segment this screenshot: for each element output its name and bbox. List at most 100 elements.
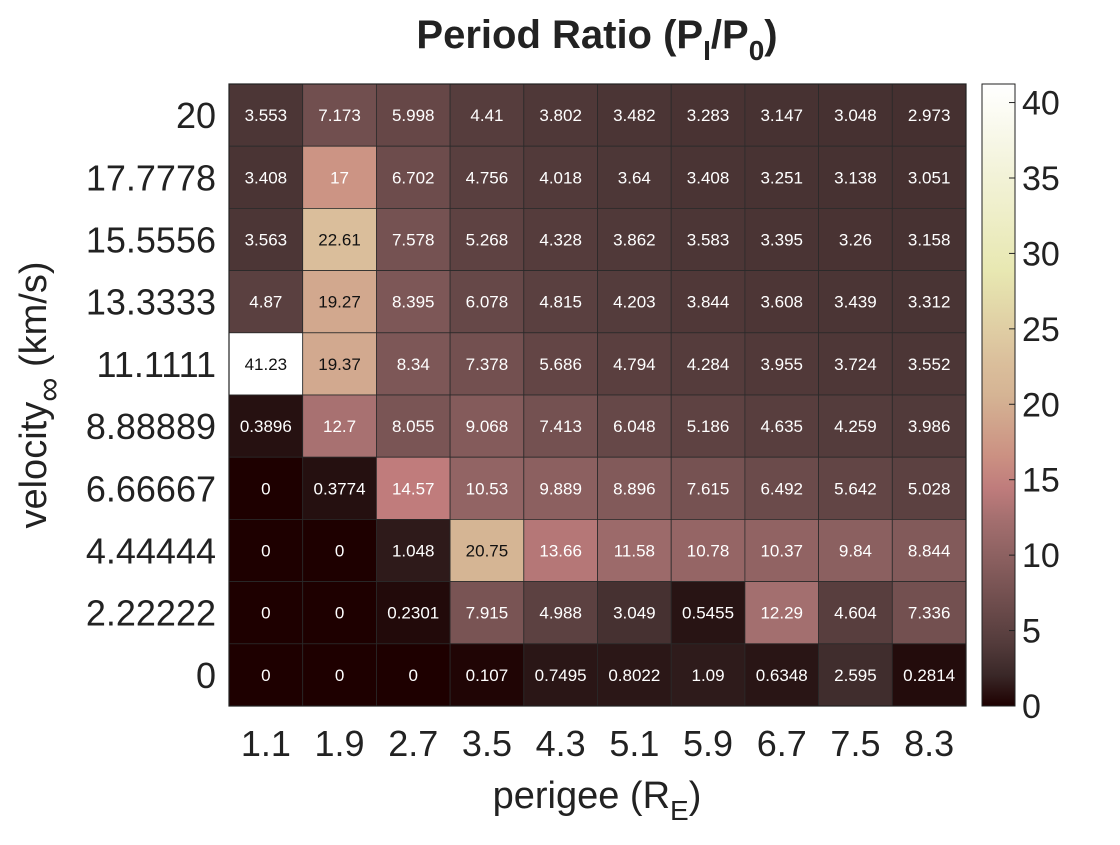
cell-label: 3.439 — [834, 293, 877, 312]
heatmap-cell — [597, 332, 672, 396]
plot-frame — [228, 83, 967, 707]
cell-label: 0.2301 — [387, 604, 439, 623]
cell-label: 4.203 — [613, 293, 656, 312]
y-tick-label: 8.88889 — [86, 406, 216, 447]
heatmap-cell — [302, 207, 377, 271]
heatmap-cell — [302, 332, 377, 396]
heatmap-cell — [449, 145, 525, 209]
cell-label: 3.408 — [687, 168, 730, 187]
x-tick-label: 1.9 — [315, 723, 365, 764]
cell-label: 7.378 — [466, 355, 509, 374]
cell-label: 10.53 — [466, 479, 509, 498]
heatmap-cell — [375, 394, 451, 458]
cell-label: 7.173 — [318, 106, 361, 125]
heatmap-cell — [744, 519, 820, 583]
heatmap-cell — [744, 456, 820, 520]
heatmap-cell — [818, 519, 893, 583]
cell-label: 3.138 — [834, 168, 877, 187]
cell-label: 5.028 — [908, 479, 951, 498]
cell-label: 0 — [261, 666, 270, 685]
colorbar-ticks: 0 5 10 15 20 25 30 35 40 — [1009, 85, 1060, 726]
cell-label: 9.068 — [466, 417, 509, 436]
cell-label: 4.328 — [539, 231, 582, 250]
heatmap-cell — [523, 83, 598, 147]
cell-label: 3.862 — [613, 231, 656, 250]
heatmap-cell — [670, 394, 746, 458]
colorbar-tick-label: 25 — [1022, 311, 1060, 349]
heatmap-cell — [744, 145, 820, 209]
heatmap-cell — [891, 145, 967, 209]
heatmap-cell — [375, 332, 451, 396]
heatmap-cell — [744, 83, 820, 147]
colorbar-tick-label: 15 — [1022, 462, 1060, 500]
cell-label: 4.018 — [539, 168, 582, 187]
cell-label: 3.724 — [834, 355, 877, 374]
cell-label: 0.7495 — [535, 666, 587, 685]
cell-label: 4.87 — [249, 293, 282, 312]
heatmap-cell — [891, 332, 967, 396]
heatmap-cell — [228, 207, 304, 271]
cell-label: 19.27 — [318, 293, 361, 312]
x-tick-label: 3.5 — [462, 723, 512, 764]
cell-label: 0 — [409, 666, 418, 685]
heatmap-cell — [670, 581, 746, 645]
heatmap-cell — [302, 643, 377, 707]
colorbar-tick-label: 0 — [1022, 688, 1041, 726]
heatmap-cell — [228, 83, 304, 147]
cell-label: 8.055 — [392, 417, 435, 436]
heatmap-cell — [891, 83, 967, 147]
x-tick-label: 2.7 — [388, 723, 438, 764]
y-tick-label: 4.44444 — [86, 531, 216, 572]
cell-label: 4.284 — [687, 355, 730, 374]
cell-label: 3.051 — [908, 168, 951, 187]
cell-label: 7.578 — [392, 231, 435, 250]
heatmap-cell — [597, 643, 672, 707]
heatmap-cell — [597, 519, 672, 583]
cell-label: 41.23 — [245, 355, 288, 374]
cell-label: 7.413 — [539, 417, 582, 436]
colorbar-tick-label: 35 — [1022, 160, 1060, 198]
cell-label: 0.8022 — [608, 666, 660, 685]
chart-title: Period Ratio (PI/P0) — [416, 13, 777, 66]
heatmap-cell — [818, 394, 893, 458]
colorbar-tick-label: 40 — [1022, 85, 1060, 123]
cell-label: 3.64 — [618, 168, 651, 187]
y-tick-label: 11.1111 — [97, 344, 216, 385]
cell-label: 9.84 — [839, 542, 872, 561]
cell-label: 3.147 — [760, 106, 803, 125]
cell-label: 0.6348 — [756, 666, 808, 685]
heatmap-cell — [449, 83, 525, 147]
cell-label: 1.048 — [392, 542, 435, 561]
heatmap-cell — [523, 332, 598, 396]
y-tick-label: 17.7778 — [86, 157, 216, 198]
heatmap-cell — [228, 456, 304, 520]
cell-label: 4.815 — [539, 293, 582, 312]
cell-label: 5.998 — [392, 106, 435, 125]
heatmap-cell — [449, 519, 525, 583]
heatmap-cell — [597, 83, 672, 147]
cell-label: 3.608 — [760, 293, 803, 312]
x-tick-labels: 1.1 1.9 2.7 3.5 4.3 5.1 5.9 6.7 7.5 8.3 — [241, 723, 954, 764]
heatmap-cell — [818, 332, 893, 396]
x-tick-label: 7.5 — [830, 723, 880, 764]
y-axis-label: velocity∞ (km/s) — [13, 261, 68, 528]
cell-label: 2.973 — [908, 106, 951, 125]
cell-label: 19.37 — [318, 355, 361, 374]
heatmap-cell — [449, 643, 525, 707]
cell-label: 0 — [335, 604, 344, 623]
heatmap-cell — [744, 332, 820, 396]
cell-label: 5.642 — [834, 479, 877, 498]
heatmap-cell — [670, 270, 746, 334]
y-tick-label: 0 — [196, 655, 216, 696]
cell-label: 0.2814 — [903, 666, 955, 685]
cell-label: 4.635 — [760, 417, 803, 436]
heatmap-cell — [744, 581, 820, 645]
cell-label: 4.604 — [834, 604, 877, 623]
cell-label: 8.34 — [397, 355, 430, 374]
heatmap-cell — [449, 581, 525, 645]
heatmap-cell — [818, 643, 893, 707]
cell-label: 0.3896 — [240, 417, 292, 436]
cell-label: 0 — [335, 666, 344, 685]
heatmap-cell — [744, 643, 820, 707]
x-axis-label: perigee (RE) — [493, 775, 702, 826]
